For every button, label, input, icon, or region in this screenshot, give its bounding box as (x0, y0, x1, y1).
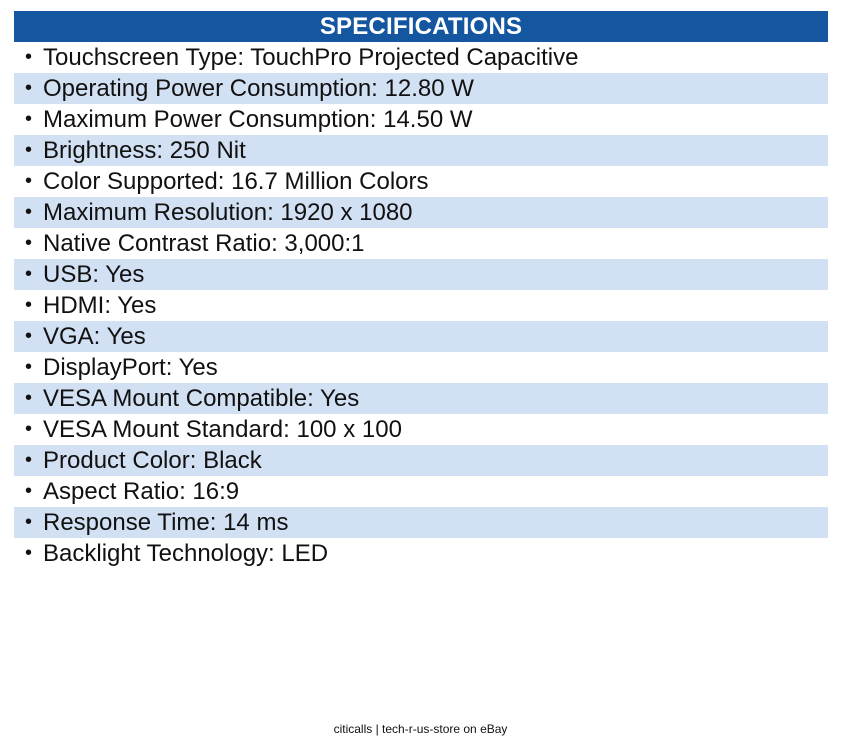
bullet-icon: • (24, 294, 32, 316)
bullet-icon: • (24, 263, 32, 285)
spec-item-product-color: • Product Color: Black (14, 445, 828, 476)
bullet-icon: • (24, 170, 32, 192)
spec-item-vesa-compatible: • VESA Mount Compatible: Yes (14, 383, 828, 414)
spec-item-maximum-power: • Maximum Power Consumption: 14.50 W (14, 104, 828, 135)
bullet-icon: • (24, 449, 32, 471)
spec-text: Maximum Resolution: 1920 x 1080 (43, 199, 413, 226)
bullet-icon: • (24, 77, 32, 99)
bullet-icon: • (24, 201, 32, 223)
spec-text: VESA Mount Standard: 100 x 100 (43, 416, 402, 443)
bullet-icon: • (24, 139, 32, 161)
spec-item-vesa-standard: • VESA Mount Standard: 100 x 100 (14, 414, 828, 445)
bullet-icon: • (24, 46, 32, 68)
bullet-icon: • (24, 108, 32, 130)
spec-item-usb: • USB: Yes (14, 259, 828, 290)
spec-text: Product Color: Black (43, 447, 262, 474)
specifications-panel: SPECIFICATIONS • Touchscreen Type: Touch… (14, 11, 828, 569)
bullet-icon: • (24, 387, 32, 409)
spec-text: DisplayPort: Yes (43, 354, 218, 381)
spec-item-operating-power: • Operating Power Consumption: 12.80 W (14, 73, 828, 104)
spec-item-touchscreen-type: • Touchscreen Type: TouchPro Projected C… (14, 42, 828, 73)
bullet-icon: • (24, 480, 32, 502)
spec-text: Brightness: 250 Nit (43, 137, 246, 164)
spec-text: Color Supported: 16.7 Million Colors (43, 168, 429, 195)
spec-item-brightness: • Brightness: 250 Nit (14, 135, 828, 166)
spec-text: Touchscreen Type: TouchPro Projected Cap… (43, 44, 579, 71)
spec-item-backlight: • Backlight Technology: LED (14, 538, 828, 569)
bullet-icon: • (24, 232, 32, 254)
spec-item-displayport: • DisplayPort: Yes (14, 352, 828, 383)
spec-item-contrast-ratio: • Native Contrast Ratio: 3,000:1 (14, 228, 828, 259)
specifications-title: SPECIFICATIONS (14, 11, 828, 42)
spec-text: USB: Yes (43, 261, 145, 288)
bullet-icon: • (24, 356, 32, 378)
spec-text: VESA Mount Compatible: Yes (43, 385, 360, 412)
spec-item-color-supported: • Color Supported: 16.7 Million Colors (14, 166, 828, 197)
spec-text: Native Contrast Ratio: 3,000:1 (43, 230, 365, 257)
spec-item-response-time: • Response Time: 14 ms (14, 507, 828, 538)
spec-text: HDMI: Yes (43, 292, 157, 319)
spec-item-aspect-ratio: • Aspect Ratio: 16:9 (14, 476, 828, 507)
bullet-icon: • (24, 542, 32, 564)
spec-text: VGA: Yes (43, 323, 146, 350)
spec-item-vga: • VGA: Yes (14, 321, 828, 352)
spec-item-maximum-resolution: • Maximum Resolution: 1920 x 1080 (14, 197, 828, 228)
spec-text: Operating Power Consumption: 12.80 W (43, 75, 474, 102)
spec-text: Response Time: 14 ms (43, 509, 289, 536)
spec-item-hdmi: • HDMI: Yes (14, 290, 828, 321)
footer-text: citicalls | tech-r-us-store on eBay (333, 722, 508, 736)
spec-text: Aspect Ratio: 16:9 (43, 478, 240, 505)
spec-list: • Touchscreen Type: TouchPro Projected C… (14, 42, 828, 569)
bullet-icon: • (24, 325, 32, 347)
spec-text: Backlight Technology: LED (43, 540, 329, 567)
bullet-icon: • (24, 511, 32, 533)
bullet-icon: • (24, 418, 32, 440)
spec-text: Maximum Power Consumption: 14.50 W (43, 106, 473, 133)
